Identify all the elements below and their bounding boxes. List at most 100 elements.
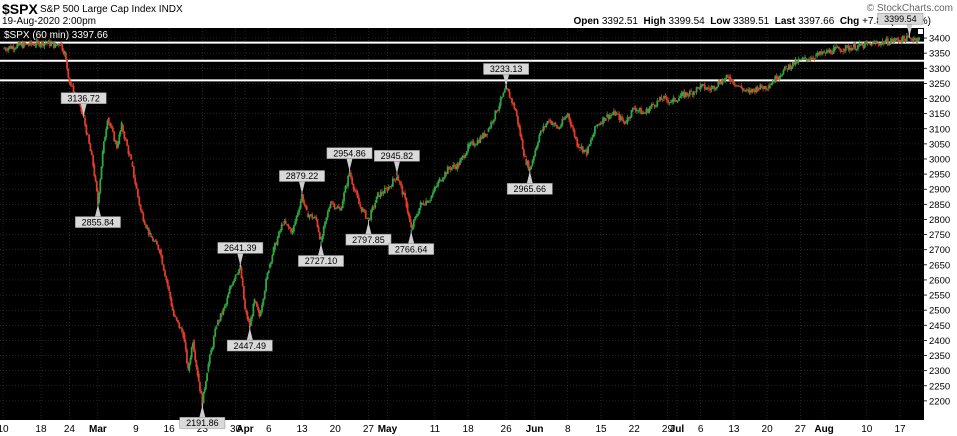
candle-body <box>267 270 270 274</box>
candle-body <box>886 38 889 45</box>
candle-body <box>360 206 363 212</box>
candle-body <box>246 312 249 320</box>
candle-body <box>532 156 535 161</box>
candle-body <box>520 134 523 140</box>
candle-body <box>678 97 680 101</box>
candle-body <box>415 216 418 217</box>
candle-body <box>269 263 271 268</box>
candle-body <box>203 388 206 392</box>
candle-body <box>728 76 731 79</box>
candle-body <box>884 41 886 45</box>
candle-body <box>238 268 241 274</box>
candle-body <box>645 108 648 113</box>
candle-body <box>553 122 556 125</box>
candle-body <box>84 117 86 125</box>
candle-body <box>244 299 246 310</box>
candle-body <box>387 186 390 190</box>
candle-body <box>882 41 885 45</box>
candle-body <box>515 110 518 116</box>
candle-body <box>66 58 68 69</box>
candle-body <box>189 357 192 364</box>
series-legend: $SPX (60 min) 3397.66 <box>4 30 108 41</box>
candle-body <box>497 109 499 111</box>
annotation-label: 2879.22 <box>286 171 319 181</box>
candle-body <box>154 240 157 242</box>
candle-body <box>262 298 265 305</box>
candle-body <box>568 113 571 120</box>
candle-body <box>911 39 914 41</box>
annotation-label: 3233.13 <box>490 64 523 74</box>
candle-body <box>321 235 324 242</box>
annotation-arrow <box>299 181 306 194</box>
candle-body <box>317 226 320 233</box>
candle-body <box>729 77 732 82</box>
candle-body <box>349 172 352 178</box>
candle-body <box>166 280 169 287</box>
candle-body <box>486 133 489 135</box>
candle-body <box>812 57 815 59</box>
candle-body <box>304 204 307 207</box>
candle-body <box>615 113 618 115</box>
candle-body <box>245 310 248 313</box>
candle-body <box>634 107 637 111</box>
candle-body <box>684 92 687 98</box>
candle-body <box>441 179 444 182</box>
x-tick-label: 22 <box>629 424 641 435</box>
annotation-box <box>298 255 344 267</box>
candle-body <box>709 89 712 91</box>
candle-body <box>54 43 57 48</box>
candle-body <box>506 88 509 90</box>
candle-body <box>95 181 98 191</box>
candle-body <box>235 273 238 275</box>
candle-body <box>549 119 552 121</box>
candle-body <box>577 143 580 148</box>
candle-body <box>705 88 708 90</box>
annotation-box <box>226 339 273 352</box>
candle-body <box>248 320 251 327</box>
candle-body <box>507 88 510 92</box>
candle-body <box>226 297 229 305</box>
candle-body <box>871 42 874 45</box>
x-tick-label: 17 <box>894 424 906 435</box>
candle-body <box>900 39 903 43</box>
candle-body <box>336 206 339 209</box>
candle-body <box>61 44 64 51</box>
candle-body <box>186 349 188 364</box>
y-tick-label: 2450 <box>929 321 950 332</box>
candle-body <box>706 87 709 89</box>
candle-body <box>234 274 237 280</box>
candle-body <box>29 41 32 45</box>
candle-body <box>895 38 897 41</box>
candle-body <box>316 219 319 227</box>
y-tick-label: 3400 <box>929 34 950 45</box>
candle-body <box>367 217 370 219</box>
candle-body <box>465 151 468 156</box>
candle-body <box>521 139 524 150</box>
candle-body <box>542 126 545 131</box>
candle-body <box>809 59 812 61</box>
candle-body <box>141 210 143 213</box>
candle-body <box>680 92 683 97</box>
candle-body <box>229 286 232 289</box>
candle-body <box>608 115 611 119</box>
candle-body <box>117 143 119 147</box>
candle-body <box>870 43 873 47</box>
candle-body <box>810 57 813 60</box>
candle-body <box>575 136 577 139</box>
candle-body <box>184 342 187 350</box>
candle-body <box>21 43 24 48</box>
annotation-arrow <box>94 204 101 217</box>
candle-body <box>691 92 694 95</box>
candle-body <box>491 121 494 123</box>
candle-body <box>337 206 340 209</box>
candle-body <box>644 112 646 114</box>
candle-body <box>456 163 459 170</box>
candle-body <box>251 316 254 319</box>
candle-body <box>617 113 619 115</box>
candle-body <box>308 215 311 218</box>
candle-body <box>650 103 653 107</box>
y-tick-label: 3150 <box>929 109 950 120</box>
candle-body <box>202 391 205 404</box>
candle-body <box>718 81 721 84</box>
candle-body <box>513 103 516 109</box>
